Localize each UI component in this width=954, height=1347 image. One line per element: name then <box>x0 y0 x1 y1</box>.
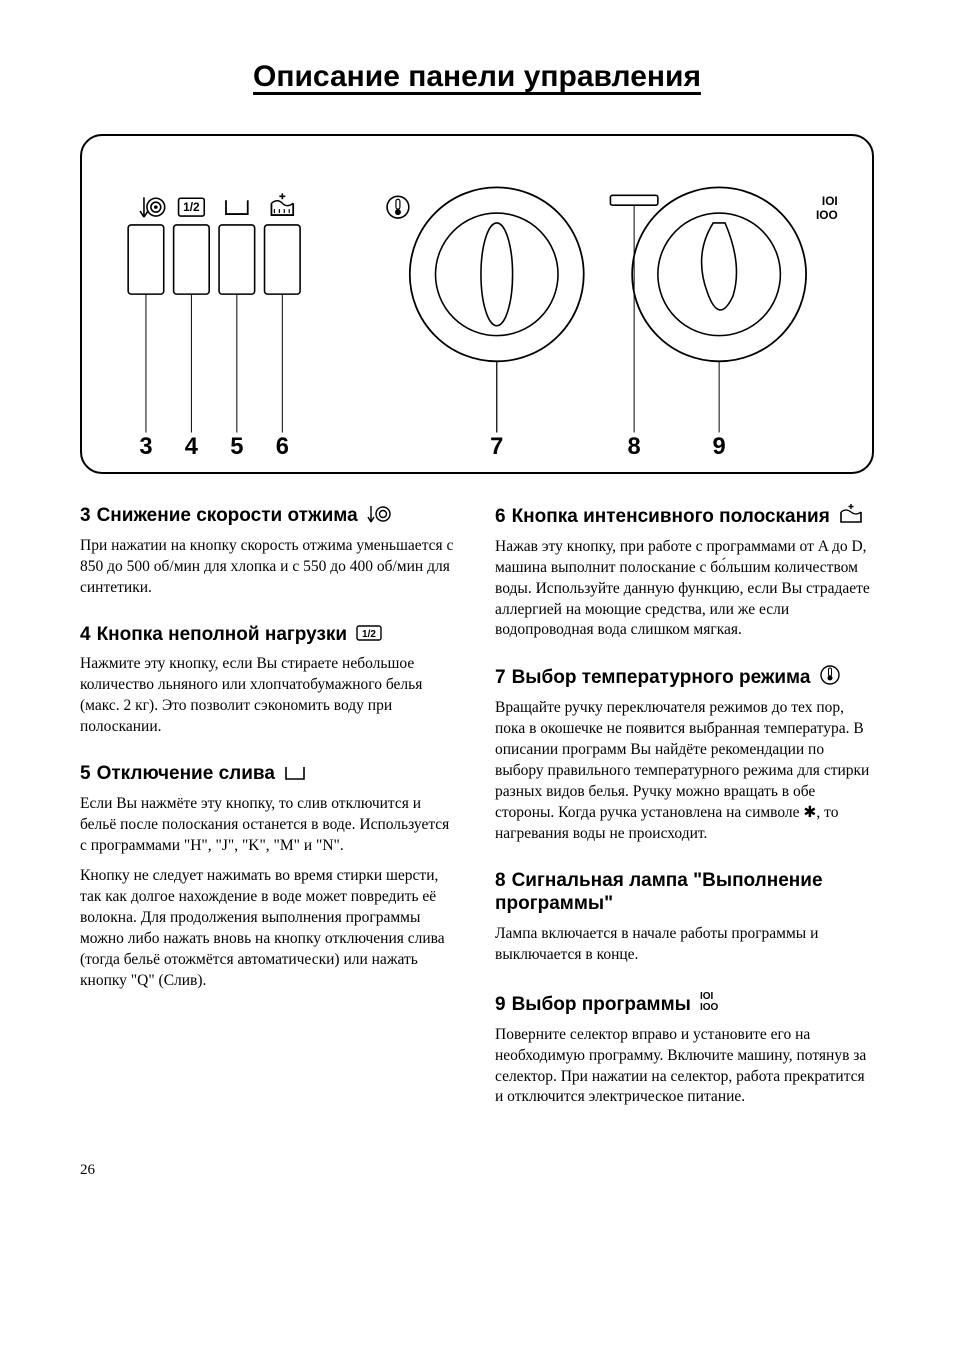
page-title: Описание панели управления <box>80 60 874 94</box>
section-8: 8Сигнальная лампа "Выполнение программы"… <box>495 869 874 966</box>
section-body: Нажав эту кнопку, при работе с программа… <box>495 537 874 642</box>
svg-text:7: 7 <box>490 434 503 460</box>
section-7: 7Выбор температурного режима Вращайте ру… <box>495 665 874 844</box>
svg-text:IОI: IОI <box>700 991 714 1002</box>
spin-icon <box>363 505 395 526</box>
half-icon: 1/2 <box>352 624 382 645</box>
paragraph: Кнопку не следует нажимать во время стир… <box>80 866 459 992</box>
paragraph: Если Вы нажмёте эту кнопку, то слив откл… <box>80 794 459 857</box>
control-panel-diagram: 1/2 3 4 5 6 <box>80 134 874 474</box>
svg-text:8: 8 <box>628 434 641 460</box>
section-heading: 6Кнопка интенсивного полоскания <box>495 504 874 529</box>
section-body: Если Вы нажмёте эту кнопку, то слив откл… <box>80 794 459 992</box>
prog-icon: IОIIОО <box>696 994 726 1015</box>
svg-text:IОО: IОО <box>700 1002 719 1012</box>
section-body: При нажатии на кнопку скорость отжима ум… <box>80 536 459 599</box>
paragraph: Вращайте ручку переключателя режимов до … <box>495 698 874 844</box>
section-3: 3Снижение скорости отжима При нажатии на… <box>80 504 459 599</box>
svg-text:3: 3 <box>139 434 152 460</box>
section-heading: 8Сигнальная лампа "Выполнение программы" <box>495 869 874 917</box>
svg-text:IОI: IОI <box>822 194 838 208</box>
section-heading: 5Отключение слива <box>80 762 459 786</box>
paragraph: Нажав эту кнопку, при работе с программа… <box>495 537 874 642</box>
page-number: 26 <box>80 1162 874 1179</box>
section-body: Вращайте ручку переключателя режимов до … <box>495 698 874 844</box>
section-4: 4Кнопка неполной нагрузки 1/2 Нажмите эту… <box>80 623 459 738</box>
svg-text:5: 5 <box>230 434 243 460</box>
section-body: Лампа включается в начале работы програм… <box>495 924 874 966</box>
svg-text:6: 6 <box>276 434 289 460</box>
section-body: Поверните селектор вправо и установите е… <box>495 1025 874 1109</box>
svg-text:1/2: 1/2 <box>183 200 200 214</box>
paragraph: При нажатии на кнопку скорость отжима ум… <box>80 536 459 599</box>
thermo-icon <box>816 667 840 688</box>
section-heading: 4Кнопка неполной нагрузки 1/2 <box>80 623 459 647</box>
svg-text:IОО: IОО <box>816 208 838 222</box>
section-heading: 9Выбор программы IОIIОО <box>495 990 874 1017</box>
section-heading: 3Снижение скорости отжима <box>80 504 459 528</box>
section-5: 5Отключение слива Если Вы нажмёте эту кн… <box>80 762 459 992</box>
section-9: 9Выбор программы IОIIОО Поверните селекто… <box>495 990 874 1108</box>
svg-text:4: 4 <box>185 434 199 460</box>
content-columns: 3Снижение скорости отжима При нажатии на… <box>80 504 874 1132</box>
svg-text:1/2: 1/2 <box>362 629 376 640</box>
paragraph: Нажмите эту кнопку, если Вы стираете неб… <box>80 654 459 738</box>
paragraph: Лампа включается в начале работы програм… <box>495 924 874 966</box>
section-body: Нажмите эту кнопку, если Вы стираете неб… <box>80 654 459 738</box>
section-heading: 7Выбор температурного режима <box>495 665 874 690</box>
paragraph: Поверните селектор вправо и установите е… <box>495 1025 874 1109</box>
svg-text:9: 9 <box>713 434 726 460</box>
section-6: 6Кнопка интенсивного полоскания Нажав эт… <box>495 504 874 641</box>
tub-icon <box>280 763 306 784</box>
rinse-icon <box>835 506 863 527</box>
